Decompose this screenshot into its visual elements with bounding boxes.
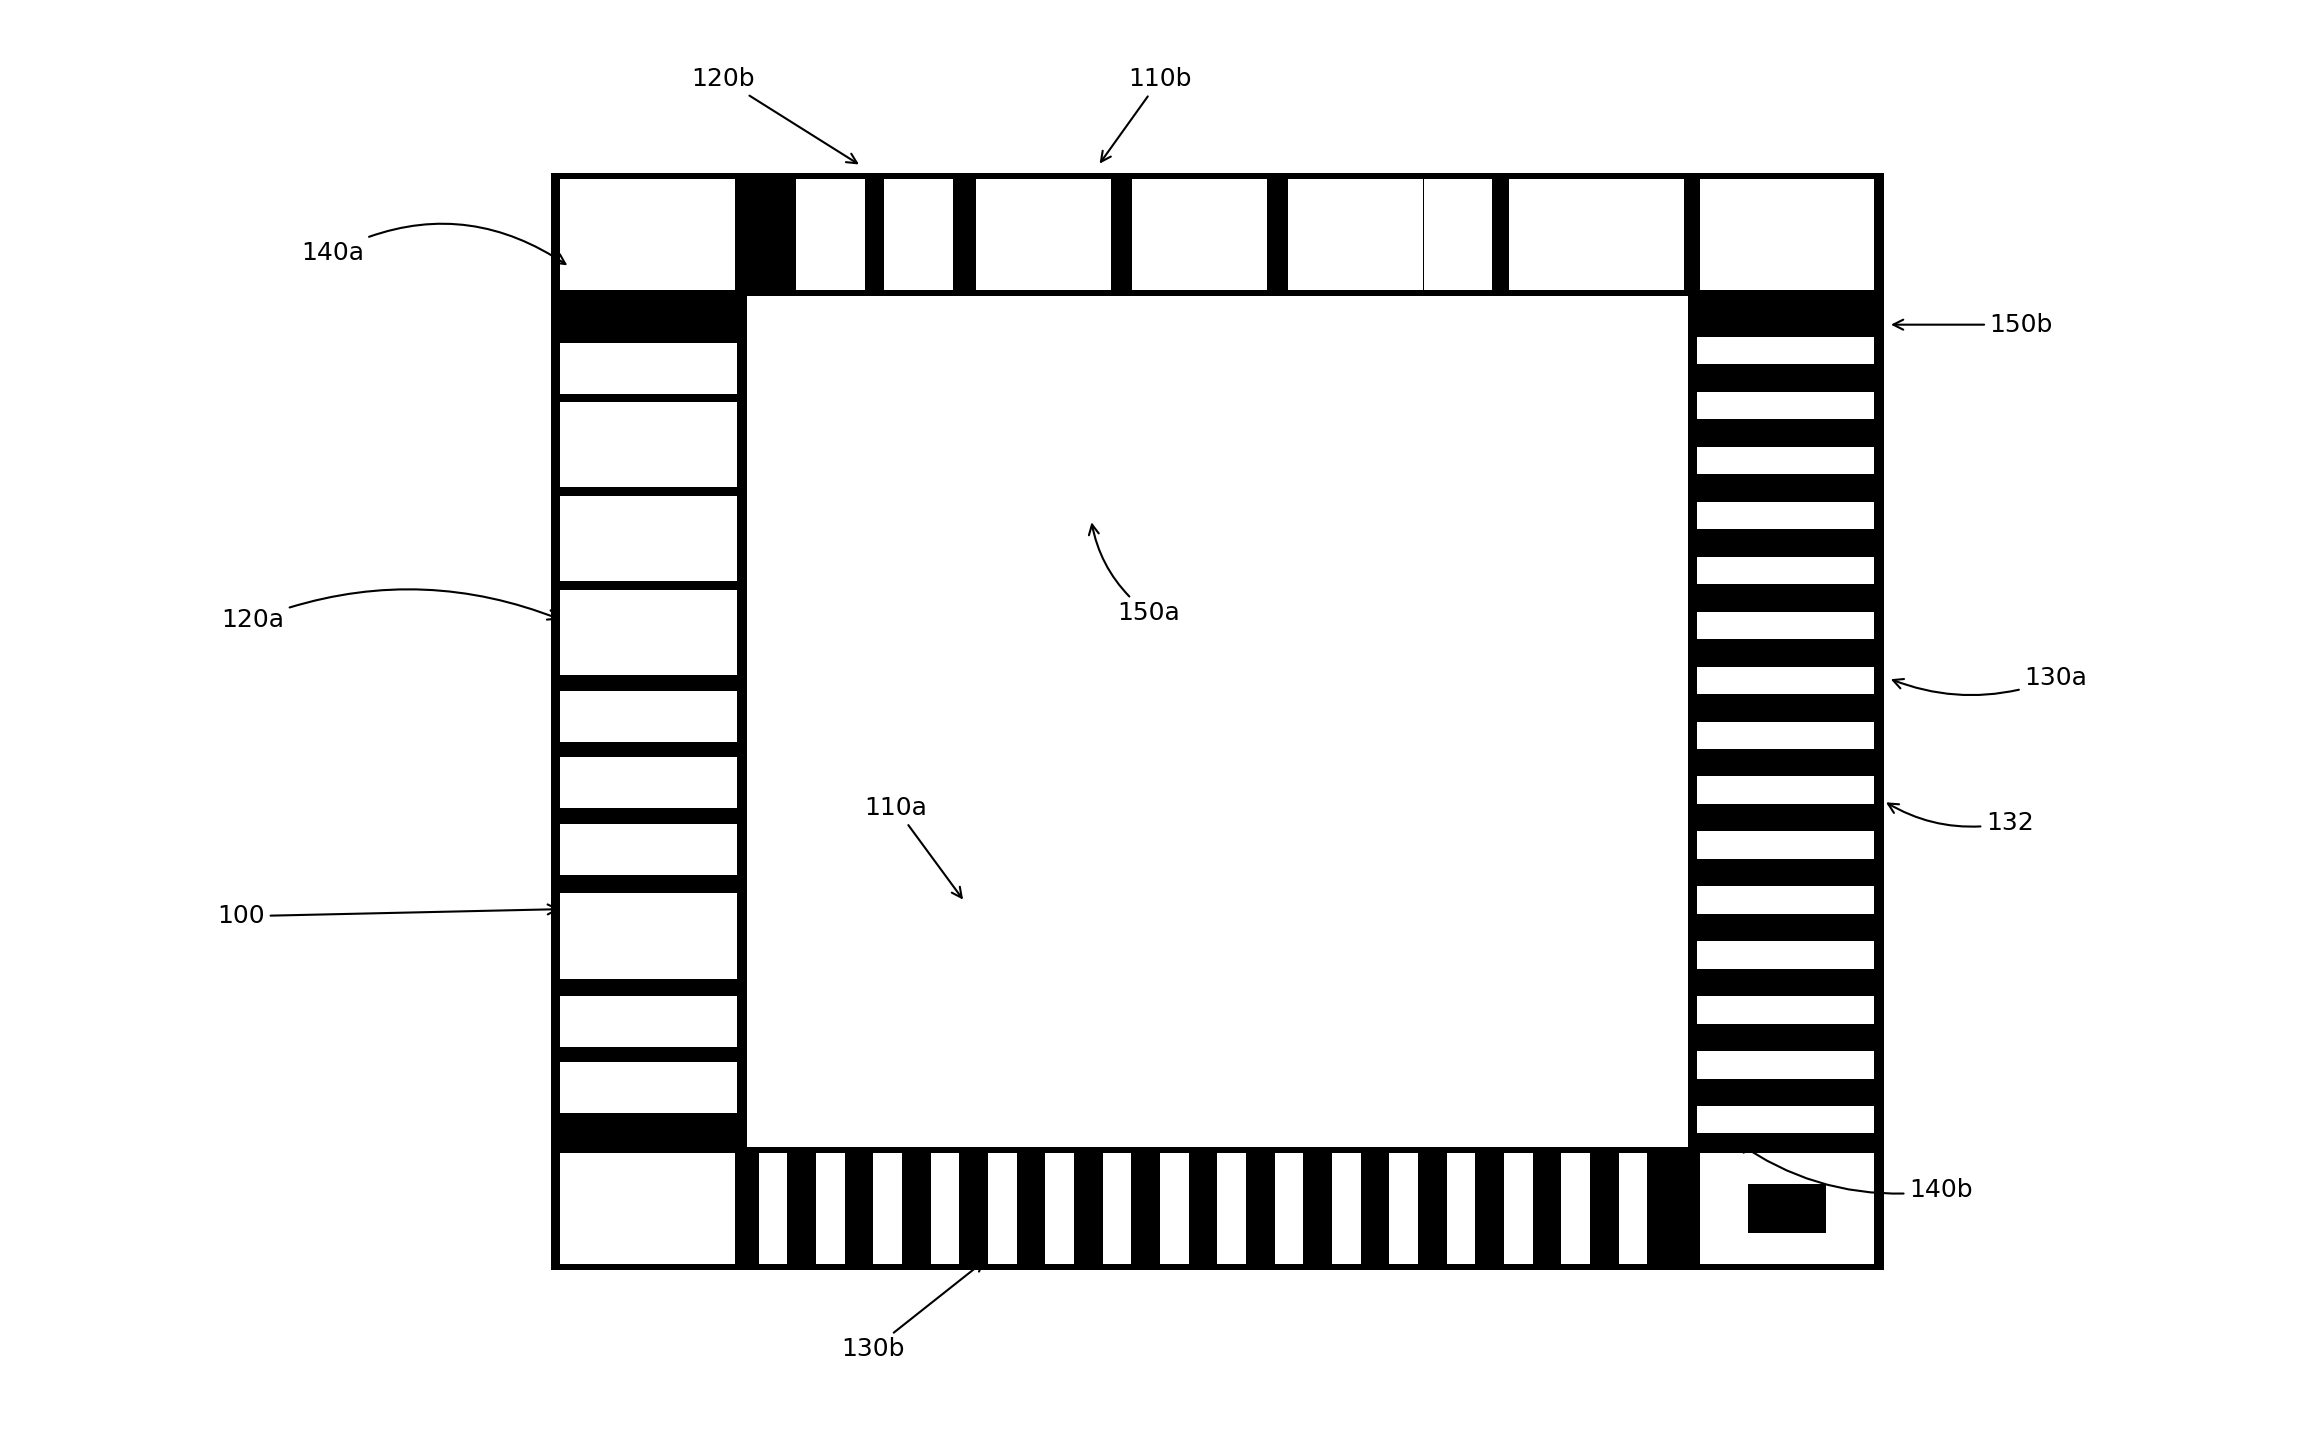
Bar bbox=[560, 403, 737, 488]
Bar bbox=[1217, 1153, 1245, 1264]
Bar bbox=[1332, 1153, 1360, 1264]
Bar bbox=[1697, 831, 1874, 859]
Text: 132: 132 bbox=[1888, 804, 2033, 834]
Bar bbox=[1289, 179, 1422, 290]
Bar bbox=[1748, 1183, 1826, 1234]
Bar bbox=[560, 893, 737, 978]
Bar bbox=[560, 1062, 737, 1113]
Bar bbox=[1697, 392, 1874, 420]
Bar bbox=[988, 1153, 1018, 1264]
Bar bbox=[1697, 612, 1874, 639]
Bar bbox=[747, 296, 1688, 1147]
Bar bbox=[1619, 1153, 1647, 1264]
Bar bbox=[1700, 1153, 1874, 1264]
Bar bbox=[1697, 886, 1874, 913]
Bar bbox=[1160, 1153, 1190, 1264]
Bar bbox=[560, 996, 737, 1046]
Bar bbox=[1697, 941, 1874, 968]
Bar bbox=[1697, 502, 1874, 530]
Text: 140a: 140a bbox=[301, 224, 565, 264]
Bar bbox=[1447, 1153, 1475, 1264]
Bar bbox=[560, 590, 737, 675]
Bar bbox=[1697, 776, 1874, 804]
Text: 120a: 120a bbox=[221, 589, 558, 632]
Bar bbox=[1697, 557, 1874, 584]
Bar bbox=[815, 1153, 845, 1264]
Bar bbox=[873, 1153, 903, 1264]
Bar bbox=[1697, 996, 1874, 1023]
Text: 130b: 130b bbox=[841, 1261, 983, 1361]
Bar bbox=[1697, 722, 1874, 749]
Text: 140b: 140b bbox=[1739, 1143, 1973, 1202]
Bar bbox=[1275, 1153, 1302, 1264]
Bar bbox=[1697, 447, 1874, 475]
Bar bbox=[930, 1153, 960, 1264]
Bar bbox=[1132, 179, 1266, 290]
Bar bbox=[1509, 179, 1576, 290]
Bar bbox=[1697, 338, 1874, 365]
Bar bbox=[1576, 179, 1679, 290]
Bar bbox=[1390, 1153, 1417, 1264]
Bar bbox=[758, 1153, 788, 1264]
Bar bbox=[560, 691, 737, 742]
Bar bbox=[1424, 179, 1491, 290]
Bar bbox=[560, 496, 737, 582]
Text: 120b: 120b bbox=[691, 68, 857, 163]
Bar bbox=[551, 173, 1884, 1270]
Bar bbox=[797, 179, 864, 290]
Text: 100: 100 bbox=[218, 905, 558, 928]
Bar bbox=[1045, 1153, 1075, 1264]
Bar bbox=[560, 179, 735, 290]
Bar bbox=[1562, 1153, 1590, 1264]
Bar bbox=[1697, 667, 1874, 694]
Bar bbox=[560, 1153, 735, 1264]
Bar bbox=[1697, 1105, 1874, 1133]
Bar bbox=[560, 342, 737, 394]
Bar bbox=[1649, 179, 1684, 290]
Text: 110b: 110b bbox=[1100, 68, 1192, 162]
Text: 150b: 150b bbox=[1893, 313, 2054, 336]
Bar bbox=[560, 824, 737, 874]
Text: 130a: 130a bbox=[1893, 667, 2088, 696]
Bar bbox=[560, 758, 737, 808]
Bar bbox=[976, 179, 1109, 290]
Bar bbox=[1103, 1153, 1132, 1264]
Text: 110a: 110a bbox=[864, 797, 962, 898]
Bar bbox=[1697, 1051, 1874, 1078]
Text: 150a: 150a bbox=[1089, 524, 1181, 625]
Bar bbox=[1700, 179, 1874, 290]
Bar bbox=[1505, 1153, 1532, 1264]
Bar bbox=[884, 179, 953, 290]
